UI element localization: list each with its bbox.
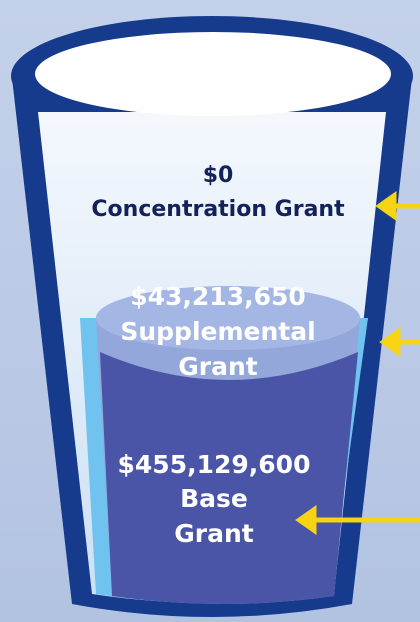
grant-label: Supplemental [120, 317, 315, 346]
grant-label: Grant [178, 352, 258, 381]
grant-label: Concentration Grant [91, 197, 345, 222]
infographic: $0 Concentration Grant $43,213,650 Suppl… [0, 0, 420, 622]
cup-opening [35, 32, 391, 116]
grant-label: Grant [174, 519, 254, 548]
grant-label: Base [180, 484, 248, 513]
grant-amount: $455,129,600 [118, 450, 311, 479]
grant-amount: $0 [203, 163, 234, 188]
page: {"grants": [ {"amount": "$0", "lines": [… [0, 0, 420, 622]
grant-amount: $43,213,650 [130, 282, 306, 311]
